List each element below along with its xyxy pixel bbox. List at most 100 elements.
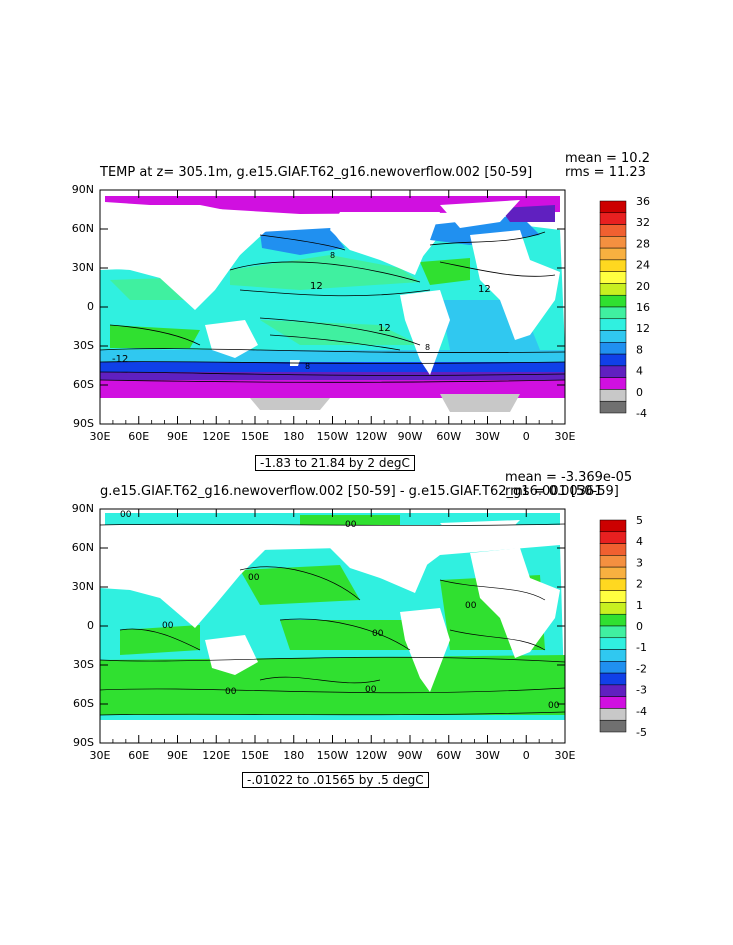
colorbar-label: 8 <box>636 343 643 356</box>
colorbar-box <box>599 389 627 402</box>
y-tick-label: 60S <box>73 378 94 391</box>
x-tick-label: 60E <box>128 749 150 762</box>
map2-contour-label: 00 <box>120 510 132 520</box>
y-tick-label: 0 <box>87 300 94 313</box>
map1-contour-label: 8 <box>330 251 335 260</box>
colorbar-label: -4 <box>636 705 647 718</box>
colorbar-box <box>599 637 627 650</box>
colorbar-label: 4 <box>636 365 643 378</box>
map2-plot: 00 00 00 00 00 00 00 00 00 <box>99 508 566 744</box>
colorbar-label: 1 <box>636 599 643 612</box>
colorbar-label: 3 <box>636 556 643 569</box>
y-tick-label: 30N <box>71 261 94 274</box>
colorbar-box <box>599 212 627 225</box>
y-tick-label: 30S <box>73 658 94 671</box>
map2-contours <box>99 523 566 716</box>
map2-contour-label: 00 <box>225 687 237 697</box>
x-tick-label: 150E <box>241 749 269 762</box>
y-tick-label: 30S <box>73 339 94 352</box>
x-tick-label: 30E <box>89 430 111 443</box>
map1-contour-label: 8 <box>305 362 310 371</box>
colorbar-label: 2 <box>636 578 643 591</box>
x-tick-label: 150W <box>316 430 349 443</box>
y-tick-label: 90N <box>71 183 94 196</box>
map1-contour-label: 8 <box>425 343 430 352</box>
colorbar-label: 0 <box>636 386 643 399</box>
y-tick-label: 60N <box>71 541 94 554</box>
colorbar-box <box>599 377 627 390</box>
map1-contour-label: 12 <box>310 281 323 292</box>
map2-title: g.e15.GIAF.T62_g16.newoverflow.002 [50-5… <box>100 484 619 499</box>
colorbar-box <box>599 271 627 284</box>
colorbar-label: 12 <box>636 322 650 335</box>
colorbar-box <box>599 236 627 249</box>
colorbar-box <box>599 531 627 544</box>
colorbar-box <box>599 247 627 261</box>
x-tick-label: 30E <box>89 749 111 762</box>
map2-contour-label: 00 <box>465 601 477 611</box>
x-tick-label: 120W <box>355 749 388 762</box>
colorbar-box <box>599 719 627 733</box>
colorbar-box <box>599 661 627 674</box>
colorbar-box <box>599 519 627 533</box>
colorbar-box <box>599 649 627 662</box>
map2-contour-label: 00 <box>162 621 174 631</box>
x-tick-label: 30E <box>554 749 576 762</box>
colorbar-box <box>599 543 627 556</box>
colorbar-box <box>599 566 627 580</box>
colorbar-box <box>599 708 627 721</box>
x-tick-label: 90W <box>397 749 423 762</box>
map1-contour-label: 12 <box>378 323 391 334</box>
colorbar-label: 36 <box>636 195 650 208</box>
y-tick-label: 60N <box>71 222 94 235</box>
colorbar-box <box>599 365 627 378</box>
colorbar-box <box>599 578 627 591</box>
map1-ocean-field <box>100 196 565 412</box>
colorbar-box <box>599 283 627 296</box>
map2-caption: -.01022 to .01565 by .5 degC <box>242 772 429 788</box>
colorbar-box <box>599 200 627 214</box>
y-tick-label: 0 <box>87 619 94 632</box>
colorbar-box <box>599 613 627 627</box>
colorbar-label: 5 <box>636 514 643 527</box>
map2-contour-label: 00 <box>345 520 357 530</box>
map1-contours <box>99 231 566 383</box>
colorbar-label: 32 <box>636 216 650 229</box>
colorbar-label: 20 <box>636 280 650 293</box>
colorbar-box <box>599 696 627 709</box>
map1-plot: 12 12 12 8 8 8 -12 <box>99 189 566 425</box>
x-tick-label: 150W <box>316 749 349 762</box>
colorbar-box <box>599 342 627 355</box>
x-tick-label: 60E <box>128 430 150 443</box>
x-tick-label: 30E <box>554 430 576 443</box>
colorbar-box <box>599 318 627 331</box>
x-tick-label: 90E <box>167 749 188 762</box>
map2-colorbar: 5 4 3 2 1 0 -1 -2 -3 -4 -5 <box>599 514 647 739</box>
colorbar-box <box>599 625 627 639</box>
colorbar-label: 4 <box>636 535 643 548</box>
colorbar-box <box>599 224 627 237</box>
y-tick-label: 90S <box>73 417 94 430</box>
colorbar-box <box>599 330 627 343</box>
x-tick-label: 120W <box>355 430 388 443</box>
colorbar-label: 0 <box>636 620 643 633</box>
x-tick-label: 60W <box>436 430 462 443</box>
colorbar-label: 24 <box>636 259 650 272</box>
colorbar-box <box>599 684 627 697</box>
y-tick-label: 90S <box>73 736 94 749</box>
map2-contour-label: 00 <box>248 573 260 583</box>
y-tick-label: 30N <box>71 580 94 593</box>
x-tick-label: 90W <box>397 430 423 443</box>
x-tick-label: 0 <box>522 749 530 762</box>
x-tick-label: 90E <box>167 430 188 443</box>
map1-caption: -1.83 to 21.84 by 2 degC <box>255 455 415 471</box>
map2-mean: mean = -3.369e-05 <box>505 470 633 485</box>
colorbar-label: 28 <box>636 237 650 250</box>
colorbar-box <box>599 306 627 320</box>
x-tick-label: 180 <box>283 430 305 443</box>
map2-contour-label: 00 <box>548 701 560 711</box>
map1-rms: rms = 11.23 <box>565 165 646 180</box>
map1-colorbar: 36 32 28 24 20 16 12 8 4 0 -4 <box>599 195 650 420</box>
map2-contour-label: 00 <box>365 685 377 695</box>
